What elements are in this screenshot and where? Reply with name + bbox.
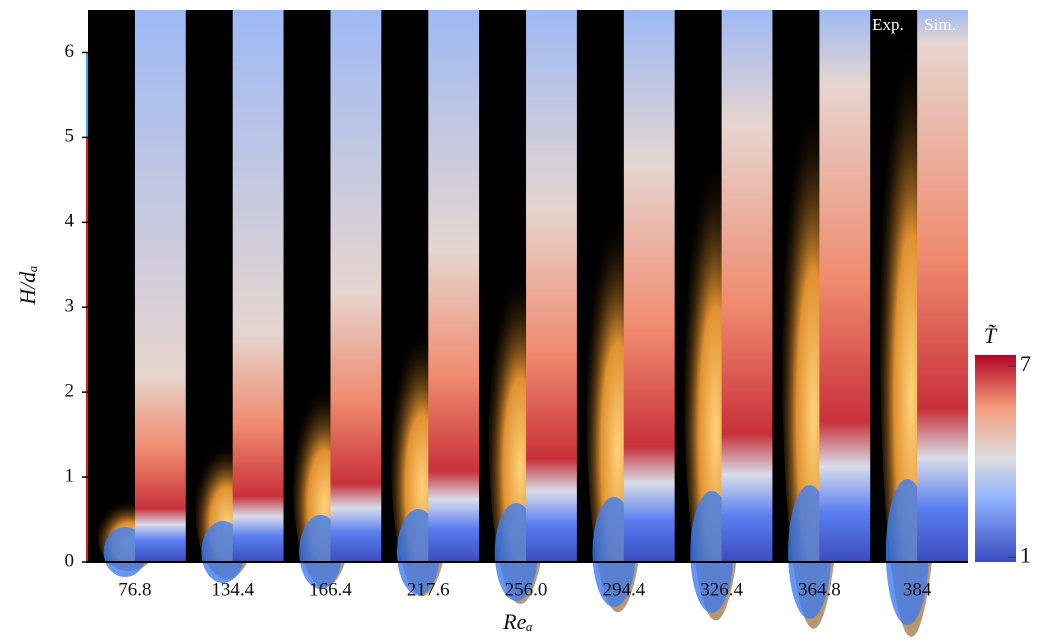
simulation-image bbox=[819, 10, 871, 562]
simulation-image bbox=[526, 10, 577, 562]
simulation-image bbox=[330, 10, 382, 562]
panel-label: Sim. bbox=[924, 15, 956, 34]
simulation-image bbox=[917, 10, 968, 562]
x-tick-label: 384 bbox=[903, 579, 932, 600]
y-tick-label: 4 bbox=[65, 211, 75, 232]
colorbar-tick-label: 1 bbox=[1020, 542, 1031, 567]
x-tick-label: 134.4 bbox=[211, 579, 254, 600]
x-tick-label: 364.8 bbox=[798, 579, 841, 600]
x-tick-label: 217.6 bbox=[407, 579, 450, 600]
y-axis-label: H/dₐ bbox=[15, 265, 40, 305]
colorbar bbox=[975, 355, 1016, 562]
axis-decoration bbox=[86, 138, 89, 562]
x-tick-label: 166.4 bbox=[309, 579, 352, 600]
simulation-image bbox=[428, 10, 480, 562]
simulation-image bbox=[623, 10, 675, 562]
y-tick-label: 6 bbox=[65, 41, 75, 62]
panel-label: Exp. bbox=[872, 15, 904, 34]
x-axis-label: Reₐ bbox=[502, 609, 533, 634]
y-tick-label: 0 bbox=[65, 550, 75, 571]
y-tick-label: 2 bbox=[65, 381, 75, 402]
y-tick-label: 5 bbox=[65, 126, 75, 147]
axis-decoration bbox=[86, 53, 89, 138]
simulation-image bbox=[232, 10, 284, 562]
colorbar-label: T̃ bbox=[984, 323, 998, 348]
simulation-image bbox=[721, 10, 773, 562]
colorbar-tick-label: 7 bbox=[1020, 351, 1031, 376]
y-tick-label: 1 bbox=[65, 465, 75, 486]
x-tick-label: 294.4 bbox=[602, 579, 645, 600]
simulation-image bbox=[134, 10, 186, 562]
x-tick-label: 326.4 bbox=[700, 579, 743, 600]
y-tick-label: 3 bbox=[65, 296, 75, 317]
x-tick-label: 76.8 bbox=[118, 579, 151, 600]
x-tick-label: 256.0 bbox=[505, 579, 548, 600]
